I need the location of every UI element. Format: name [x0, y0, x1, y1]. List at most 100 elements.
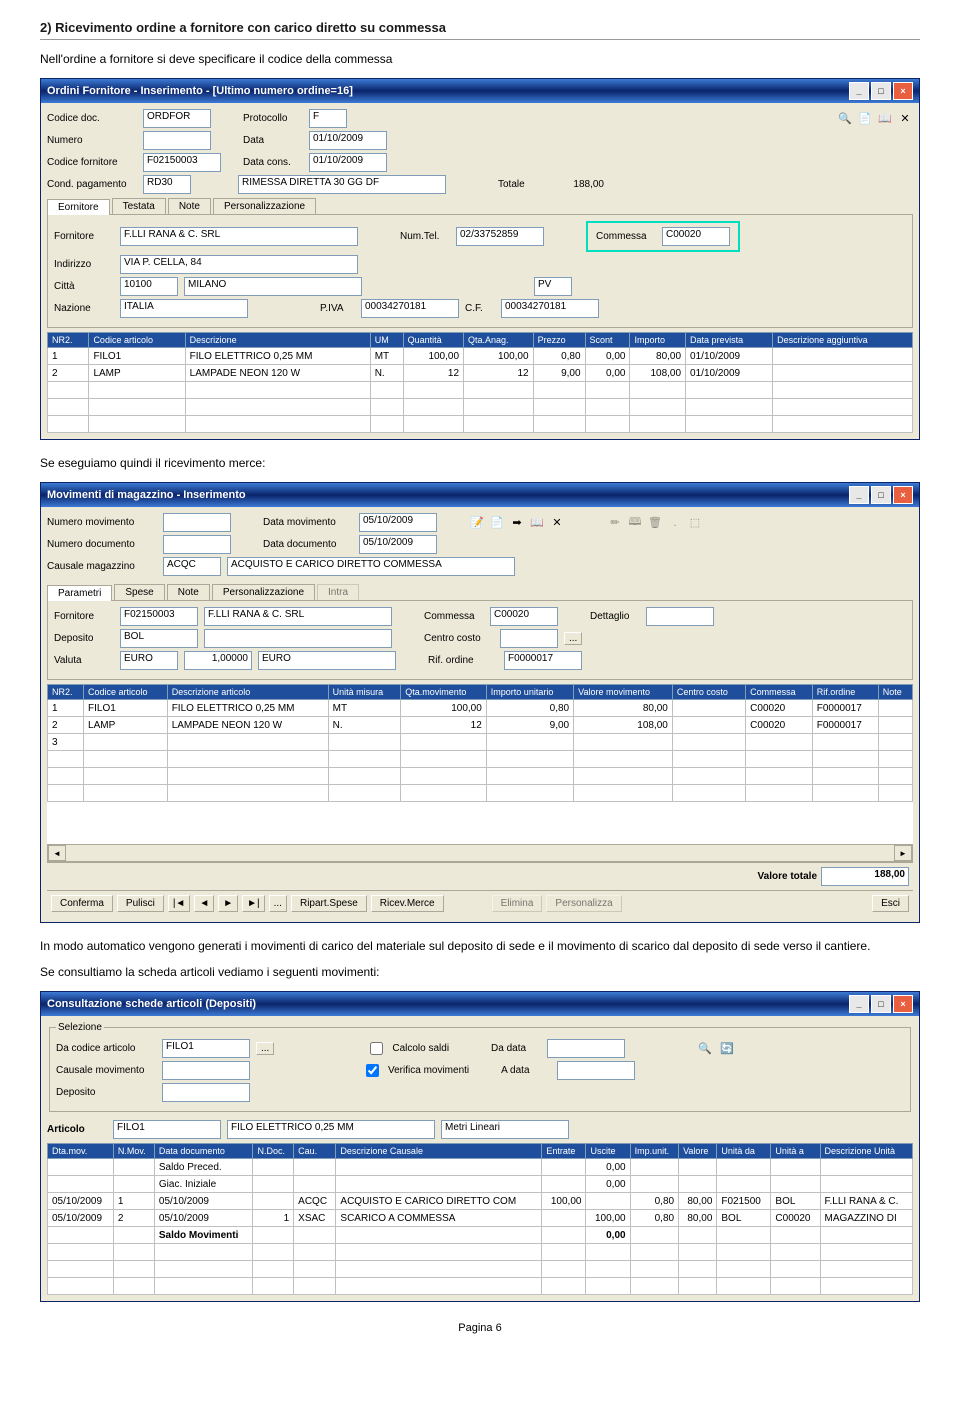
field-condpag[interactable]: RD30 [143, 175, 191, 194]
book-icon[interactable]: 📖 [877, 111, 893, 127]
table-row[interactable]: 05/10/2009205/10/20091XSACSCARICO A COMM… [48, 1210, 913, 1227]
delete-icon[interactable]: ✕ [549, 515, 565, 531]
nav-next-icon[interactable]: ► [218, 895, 238, 912]
field-causalemov[interactable] [162, 1061, 250, 1080]
tab-spese[interactable]: Spese [114, 584, 164, 600]
field-fornitore2[interactable]: F02150003 [120, 607, 198, 626]
selezione-legend: Selezione [56, 1022, 104, 1033]
table-cell: N. [370, 365, 403, 382]
search-icon[interactable]: 🔍 [837, 111, 853, 127]
table-cell: LAMPADE NEON 120 W [167, 717, 328, 734]
field-cf[interactable]: 00034270181 [501, 299, 599, 318]
close-icon[interactable]: × [893, 486, 913, 504]
field-dacodice[interactable]: FILO1 [162, 1039, 250, 1058]
table-row[interactable]: 3 [48, 734, 913, 751]
horizontal-scrollbar[interactable]: ◄ ► [47, 844, 913, 862]
field-datadoc[interactable]: 05/10/2009 [359, 535, 437, 554]
delete-icon[interactable]: ✕ [897, 111, 913, 127]
field-datamov[interactable]: 05/10/2009 [359, 513, 437, 532]
field-nazione[interactable]: ITALIA [120, 299, 248, 318]
field-fornitore[interactable]: F.LLI RANA & C. SRL [120, 227, 358, 246]
book-icon[interactable]: 📖 [529, 515, 545, 531]
print-icon[interactable]: 📄 [857, 111, 873, 127]
field-protocollo[interactable]: F [309, 109, 347, 128]
tab-personalizzazione[interactable]: Personalizzazione [213, 198, 316, 214]
field-citta[interactable]: 10100 [120, 277, 178, 296]
table-row[interactable]: Saldo Preced.0,00 [48, 1159, 913, 1176]
table-row[interactable]: 2LAMPLAMPADE NEON 120 WN.129,00108,00C00… [48, 717, 913, 734]
ripart-button[interactable]: Ripart.Spese [291, 895, 367, 912]
tab-fornitore[interactable]: Eornitore [47, 199, 110, 215]
lookup-button[interactable]: ... [256, 1042, 274, 1055]
maximize-icon[interactable]: □ [871, 82, 891, 100]
field-centrocosto[interactable] [500, 629, 558, 648]
field-commessa2[interactable]: C00020 [490, 607, 558, 626]
tab-personalizzazione[interactable]: Personalizzazione [212, 584, 315, 600]
field-cittanome[interactable]: MILANO [184, 277, 362, 296]
field-numtel[interactable]: 02/33752859 [456, 227, 544, 246]
nav-first-icon[interactable]: |◄ [168, 895, 191, 912]
field-deposito[interactable]: BOL [120, 629, 198, 648]
column-header: Descrizione Unità [820, 1144, 913, 1159]
field-causale[interactable]: ACQC [163, 557, 221, 576]
field-pv[interactable]: PV [534, 277, 572, 296]
field-commessa[interactable]: C00020 [662, 227, 730, 246]
checkbox-calcolosaldi[interactable] [370, 1042, 383, 1055]
close-icon[interactable]: × [893, 82, 913, 100]
maximize-icon[interactable]: □ [871, 995, 891, 1013]
table-row[interactable]: Giac. Iniziale0,00 [48, 1176, 913, 1193]
edit-icon[interactable]: 📝 [469, 515, 485, 531]
conferma-button[interactable]: Conferma [51, 895, 113, 912]
ricev-button[interactable]: Ricev.Merce [371, 895, 444, 912]
table-cell: Saldo Movimenti [154, 1227, 253, 1244]
print-icon[interactable]: 📄 [489, 515, 505, 531]
nav-more-icon[interactable]: ... [269, 895, 287, 912]
field-indirizzo[interactable]: VIA P. CELLA, 84 [120, 255, 358, 274]
tab-testata[interactable]: Testata [112, 198, 166, 214]
minimize-icon[interactable]: _ [849, 486, 869, 504]
field-cambio[interactable]: 1,00000 [184, 651, 252, 670]
esci-button[interactable]: Esci [872, 895, 909, 912]
field-datacons[interactable]: 01/10/2009 [309, 153, 387, 172]
field-numdoc[interactable] [163, 535, 231, 554]
scroll-left-icon[interactable]: ◄ [48, 845, 66, 861]
column-header: Entrate [542, 1144, 586, 1159]
table-row[interactable]: 1FILO1FILO ELETTRICO 0,25 MMMT100,00100,… [48, 348, 913, 365]
scroll-right-icon[interactable]: ► [894, 845, 912, 861]
nav-last-icon[interactable]: ►| [242, 895, 265, 912]
field-deposito3[interactable] [162, 1083, 250, 1102]
tab-note[interactable]: Note [167, 584, 210, 600]
field-nummov[interactable] [163, 513, 231, 532]
checkbox-verificamov[interactable] [366, 1064, 379, 1077]
field-dadata[interactable] [547, 1039, 625, 1058]
field-rifordine[interactable]: F0000017 [504, 651, 582, 670]
close-icon[interactable]: × [893, 995, 913, 1013]
search-icon[interactable]: 🔍 [697, 1041, 713, 1057]
minimize-icon[interactable]: _ [849, 82, 869, 100]
table-row[interactable]: 2LAMPLAMPADE NEON 120 WN.12129,000,00108… [48, 365, 913, 382]
window-title: Consultazione schede articoli (Depositi) [47, 998, 256, 1010]
pulisci-button[interactable]: Pulisci [117, 895, 164, 912]
field-codfornitore[interactable]: F02150003 [143, 153, 221, 172]
tab-note[interactable]: Note [168, 198, 211, 214]
table-row[interactable]: 1FILO1FILO ELETTRICO 0,25 MMMT100,000,80… [48, 700, 913, 717]
table-row[interactable]: Saldo Movimenti0,00 [48, 1227, 913, 1244]
order-lines-grid[interactable]: NR2.Codice articoloDescrizioneUMQuantità… [47, 332, 913, 433]
field-adata[interactable] [557, 1061, 635, 1080]
maximize-icon[interactable]: □ [871, 486, 891, 504]
field-codicedoc[interactable]: ORDFOR [143, 109, 211, 128]
lookup-button[interactable]: ... [564, 632, 582, 645]
table-row[interactable]: 05/10/2009105/10/2009ACQCACQUISTO E CARI… [48, 1193, 913, 1210]
nav-prev-icon[interactable]: ◄ [194, 895, 214, 912]
tab-parametri[interactable]: Parametri [47, 585, 112, 601]
field-dettaglio[interactable] [646, 607, 714, 626]
movements-grid[interactable]: Dta.mov.N.Mov.Data documentoN.Doc.Cau.De… [47, 1143, 913, 1295]
field-valuta[interactable]: EURO [120, 651, 178, 670]
forward-icon[interactable]: ➡ [509, 515, 525, 531]
refresh-icon[interactable]: 🔄 [719, 1041, 735, 1057]
field-data[interactable]: 01/10/2009 [309, 131, 387, 150]
field-piva[interactable]: 00034270181 [361, 299, 459, 318]
field-numero[interactable] [143, 131, 211, 150]
minimize-icon[interactable]: _ [849, 995, 869, 1013]
movement-lines-grid[interactable]: NR2.Codice articoloDescrizione articoloU… [47, 684, 913, 802]
